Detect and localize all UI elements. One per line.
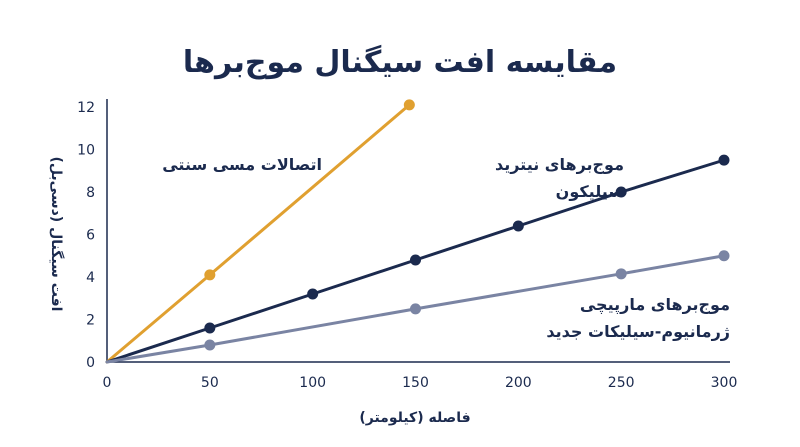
y-tick-label: 6 bbox=[86, 228, 95, 244]
x-tick-label: 50 bbox=[201, 375, 219, 391]
y-tick-label: 12 bbox=[77, 100, 95, 116]
x-tick-label: 150 bbox=[402, 375, 429, 391]
data-point bbox=[204, 322, 216, 334]
series-label-line: موج‌برهای نیترید bbox=[495, 155, 624, 174]
y-tick-label: 2 bbox=[86, 313, 95, 329]
series-label-line: موج‌برهای مارپیچی bbox=[580, 295, 730, 315]
y-tick-label: 0 bbox=[86, 355, 95, 371]
data-point bbox=[512, 220, 524, 232]
data-point bbox=[718, 250, 730, 262]
data-point bbox=[204, 269, 216, 281]
data-point bbox=[410, 303, 421, 315]
data-point bbox=[403, 99, 415, 111]
chart-title: مقایسه افت سیگنال موج‌برها bbox=[183, 44, 617, 80]
data-point bbox=[410, 254, 421, 266]
axes bbox=[106, 99, 730, 363]
data-point bbox=[204, 339, 216, 351]
x-tick-label: 250 bbox=[608, 375, 635, 391]
series-label-line: اتصالات مسی سنتی bbox=[162, 155, 322, 174]
y-axis-label: افت سیگنال (دسی‌بل) bbox=[48, 157, 65, 312]
tick-labels: 0 50 100 150 200 250 300 0 2 4 6 8 10 12 bbox=[77, 100, 737, 391]
series-labels: اتصالات مسی سنتی موج‌برهای نیترید سیلیکون م… bbox=[162, 155, 730, 341]
x-tick-label: 0 bbox=[103, 375, 112, 391]
data-point bbox=[615, 268, 627, 280]
x-tick-label: 300 bbox=[711, 375, 738, 391]
x-tick-label: 100 bbox=[299, 375, 326, 391]
x-tick-label: 200 bbox=[505, 375, 532, 391]
data-point bbox=[307, 288, 319, 300]
data-point bbox=[615, 186, 627, 198]
y-tick-label: 4 bbox=[86, 270, 95, 286]
series-3 bbox=[105, 250, 730, 364]
data-point bbox=[718, 154, 730, 166]
y-tick-label: 10 bbox=[77, 143, 95, 159]
x-axis-label: فاصله (کیلومتر) bbox=[359, 410, 470, 426]
series-line bbox=[105, 103, 411, 364]
y-tick-label: 8 bbox=[86, 185, 95, 201]
series-group bbox=[105, 99, 730, 364]
series-label-line: سیلیکون bbox=[556, 182, 624, 201]
series-2 bbox=[105, 154, 730, 364]
series-1 bbox=[105, 99, 415, 364]
series-label-line: ژرمانیوم-سیلیکات جدید bbox=[546, 322, 730, 341]
